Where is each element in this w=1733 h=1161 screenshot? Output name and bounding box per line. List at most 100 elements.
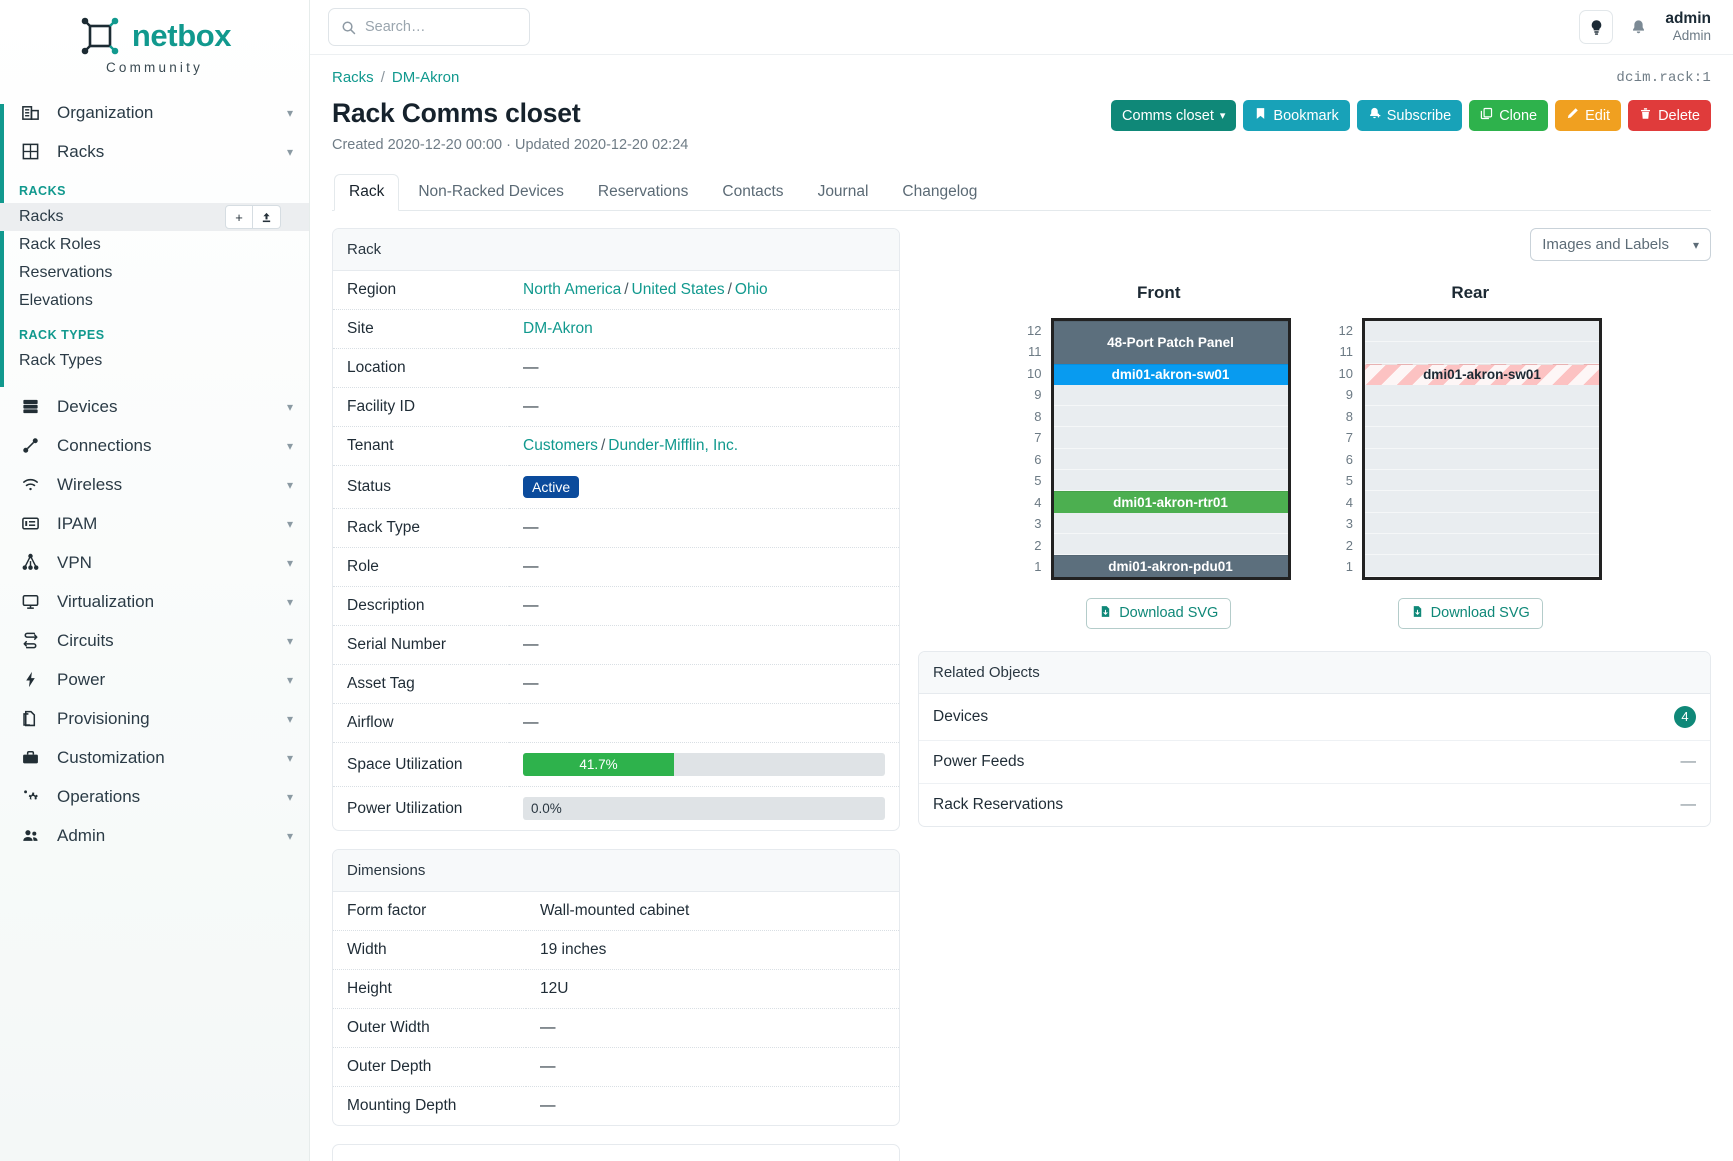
row-value: — (540, 1058, 556, 1075)
delete-button-label: Delete (1658, 107, 1700, 124)
lightbulb-icon[interactable] (1579, 10, 1614, 44)
unit-number: 11 (1339, 344, 1353, 360)
table-row: Outer Width — (333, 1009, 899, 1048)
tenant-link[interactable]: Dunder-Mifflin, Inc. (608, 437, 739, 454)
building-icon (19, 102, 41, 124)
sidebar-item-circuits[interactable]: Circuits ▾ (0, 621, 309, 660)
region-link-3[interactable]: Ohio (734, 281, 768, 298)
sidebar-item-rack-roles[interactable]: Rack Roles (0, 231, 309, 259)
brand-name: netbox (131, 18, 232, 53)
sidebar-item-power[interactable]: Power ▾ (0, 660, 309, 699)
unit-number: 10 (1338, 365, 1353, 381)
row-value: — (540, 1097, 556, 1114)
sidebar-item-organization[interactable]: Organization ▾ (0, 93, 309, 132)
sidebar-item-devices[interactable]: Devices ▾ (0, 387, 309, 426)
row-value: — (523, 636, 539, 653)
breadcrumb-item-site[interactable]: DM-Akron (391, 69, 460, 86)
brand[interactable]: netbox Community (0, 0, 309, 79)
bell-icon[interactable] (1625, 19, 1651, 36)
delete-button[interactable]: Delete (1628, 100, 1711, 131)
user-name: admin (1665, 10, 1711, 28)
search-box[interactable] (328, 8, 530, 46)
tab-rack[interactable]: Rack (334, 174, 400, 211)
related-objects-row-devices[interactable]: Devices 4 (919, 694, 1710, 741)
sidebar-item-provisioning[interactable]: Provisioning ▾ (0, 699, 309, 738)
page-title: Rack Comms closet (332, 98, 581, 128)
subscribe-button[interactable]: Subscribe (1356, 100, 1463, 131)
tab-non-racked-devices[interactable]: Non-Racked Devices (418, 183, 564, 200)
sidebar-item-connections[interactable]: Connections ▾ (0, 426, 309, 465)
sidebar-item-wireless[interactable]: Wireless ▾ (0, 465, 309, 504)
unit-number: 8 (1034, 408, 1042, 424)
tab-changelog[interactable]: Changelog (902, 183, 978, 200)
sidebar-item-virtualization[interactable]: Virtualization ▾ (0, 582, 309, 621)
unit-number: 9 (1345, 387, 1353, 403)
row-value: 41.7% (509, 743, 899, 787)
table-row: Serial Number — (333, 626, 899, 665)
table-row: Rack Type — (333, 509, 899, 548)
sidebar-item-rack-types[interactable]: Rack Types (0, 347, 309, 375)
related-objects-title: Related Objects (919, 651, 1710, 694)
tab-contacts[interactable]: Contacts (722, 183, 784, 200)
row-label: Asset Tag (347, 675, 415, 692)
chevron-down-icon: ▾ (286, 789, 293, 804)
table-row: Width 19 inches (333, 931, 899, 970)
rack-device[interactable]: 48-Port Patch Panel (1053, 321, 1288, 364)
sidebar-item-elevations[interactable]: Elevations (0, 287, 309, 315)
download-svg-front-button[interactable]: Download SVG (1086, 597, 1232, 629)
rack-device[interactable]: dmi01-akron-pdu01 (1053, 555, 1288, 577)
import-rack-button[interactable] (253, 205, 281, 229)
row-value: 4 (1674, 705, 1696, 728)
related-objects-row-rack-reservations[interactable]: Rack Reservations — (919, 784, 1710, 826)
sidebar-item-racks[interactable]: Racks ▾ (0, 132, 309, 171)
region-link-2[interactable]: United States (631, 281, 725, 298)
site-link[interactable]: DM-Akron (523, 320, 593, 337)
region-link-1[interactable]: North America (523, 281, 622, 298)
rack-device[interactable]: dmi01-akron-sw01 (1053, 363, 1288, 385)
row-label: Facility ID (347, 398, 416, 415)
tab-journal[interactable]: Journal (817, 183, 869, 200)
sidebar-item-racks-list[interactable]: Racks + (0, 203, 309, 231)
sidebar-item-customization[interactable]: Customization ▾ (0, 738, 309, 777)
bookmark-button[interactable]: Bookmark (1243, 100, 1350, 131)
table-row: Power Utilization 0.0% (333, 787, 899, 831)
sidebar-item-operations[interactable]: Operations ▾ (0, 777, 309, 816)
table-row: Form factor Wall-mounted cabinet (333, 892, 899, 931)
pencil-icon (1566, 107, 1579, 124)
page-header: Rack Comms closet Created 2020-12-20 00:… (332, 98, 1711, 153)
search-input[interactable] (365, 19, 517, 35)
tab-reservations[interactable]: Reservations (597, 183, 689, 200)
sidebar-item-admin[interactable]: Admin ▾ (0, 816, 309, 855)
comms-closet-dropdown[interactable]: Comms closet ▾ (1111, 100, 1237, 131)
chevron-down-icon: ▾ (1692, 237, 1699, 252)
unit-number: 7 (1034, 430, 1042, 446)
wifi-icon (19, 474, 41, 496)
tenant-group-link[interactable]: Customers (523, 437, 598, 454)
breadcrumb-item-racks[interactable]: Racks (332, 69, 374, 86)
chevron-down-icon: ▾ (286, 633, 293, 648)
sidebar-item-reservations[interactable]: Reservations (0, 259, 309, 287)
front-rack-frame: 48-Port Patch Panel dmi01-akron-sw01 dmi… (1050, 318, 1291, 580)
related-objects-row-power-feeds[interactable]: Power Feeds — (919, 741, 1710, 784)
clone-button[interactable]: Clone (1469, 100, 1549, 131)
power-utilization-meter: 0.0% (523, 797, 885, 820)
sidebar-item-vpn[interactable]: VPN ▾ (0, 543, 309, 582)
download-svg-rear-button[interactable]: Download SVG (1397, 597, 1543, 629)
main-area: admin Admin Racks / DM-Akron dcim.rack:1… (310, 0, 1733, 1161)
breadcrumb-separator: / (380, 69, 385, 86)
rack-device[interactable]: dmi01-akron-sw01 (1364, 363, 1599, 385)
user-menu[interactable]: admin Admin (1665, 10, 1711, 43)
elevation-view-select[interactable]: Images and Labels ▾ (1530, 228, 1711, 261)
meter-label: 0.0% (531, 801, 562, 816)
sidebar-active-rail (0, 104, 4, 387)
unit-number: 12 (1338, 323, 1353, 338)
dimensions-card: Dimensions Form factor Wall-mounted cabi… (332, 849, 900, 1126)
sep: / (727, 281, 732, 298)
sep: / (624, 281, 629, 298)
add-rack-button[interactable]: + (225, 205, 253, 229)
rear-elevation-title: Rear (1451, 283, 1490, 302)
edit-button[interactable]: Edit (1555, 100, 1622, 131)
sidebar-item-ipam[interactable]: IPAM ▾ (0, 504, 309, 543)
rack-device[interactable]: dmi01-akron-rtr01 (1053, 491, 1288, 513)
sidebar-item-label: Virtualization (57, 591, 155, 611)
